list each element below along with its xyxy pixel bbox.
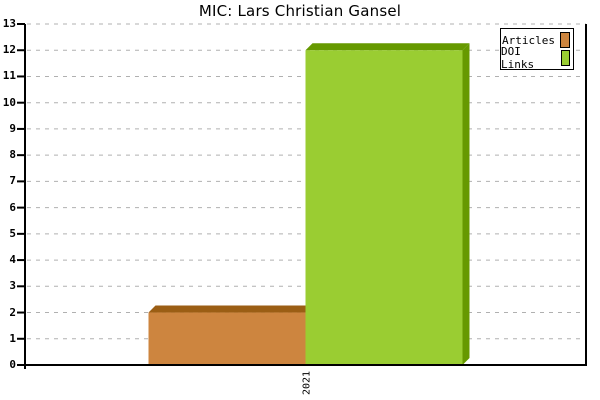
legend: Articles DOI Links — [500, 28, 574, 71]
y-tick-label: 6 — [9, 200, 16, 214]
y-tick-label: 11 — [2, 69, 16, 83]
chart-title: MIC: Lars Christian Gansel — [198, 2, 402, 20]
y-tick-label: 12 — [2, 43, 16, 57]
y-tick-label: 7 — [9, 174, 16, 188]
bar-articles — [148, 312, 306, 365]
y-tick-label: 5 — [9, 226, 16, 240]
y-tick-label: 4 — [9, 253, 16, 267]
legend-item-doi-links: DOI Links — [501, 45, 570, 71]
legend-item-articles: Articles — [501, 32, 570, 48]
y-tick-label: 9 — [9, 121, 16, 135]
bar-top-articles — [148, 305, 313, 313]
y-tick-label: 1 — [9, 331, 16, 345]
y-tick-label: 13 — [2, 17, 16, 30]
bar-side-doi-links — [462, 43, 470, 365]
x-tick-label: 2021 — [301, 370, 313, 396]
y-tick-label: 3 — [9, 279, 16, 293]
legend-label-articles: Articles — [502, 33, 555, 47]
bar-top-doi-links — [305, 43, 470, 51]
bar-doi-links — [305, 50, 463, 365]
legend-swatch-doi-links — [560, 50, 570, 66]
legend-swatch-articles — [560, 32, 570, 48]
legend-label-doi-links: DOI Links — [501, 45, 535, 71]
y-tick-label: 8 — [9, 148, 16, 162]
y-tick-label: 10 — [2, 95, 16, 109]
y-tick-label: 2 — [9, 305, 16, 319]
y-tick-label: 0 — [9, 358, 16, 371]
y-axis-labels: 0 1 2 3 4 5 6 7 8 9 10 11 12 13 — [0, 0, 17, 400]
